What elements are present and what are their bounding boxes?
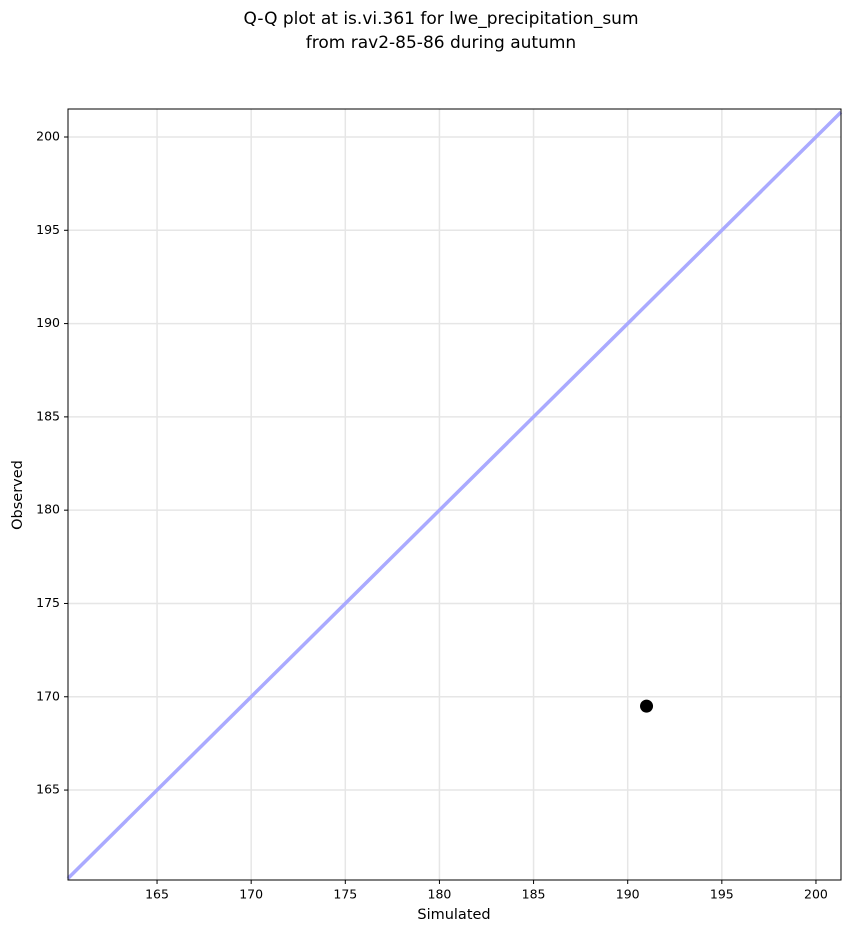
plot-frame	[67, 108, 842, 881]
x-tick-label: 180	[428, 887, 452, 902]
y-tick-label: 195	[36, 222, 60, 237]
identity-line	[66, 110, 843, 880]
y-tick-label: 185	[36, 408, 60, 423]
y-tick-label: 180	[36, 502, 60, 517]
y-tick-label: 170	[36, 688, 60, 703]
y-tick-label: 190	[36, 315, 60, 330]
y-tick-label: 165	[36, 782, 60, 797]
x-tick-label: 195	[710, 887, 734, 902]
y-tick-label: 200	[36, 128, 60, 143]
x-tick-label: 165	[145, 887, 169, 902]
x-tick-label: 200	[804, 887, 828, 902]
x-tick-label: 190	[616, 887, 640, 902]
x-tick-label: 170	[239, 887, 263, 902]
y-axis-label: Observed	[10, 460, 26, 530]
chart-title: from rav2-85-86 during autumn	[306, 33, 576, 53]
y-tick-label: 175	[36, 595, 60, 610]
chart-title: Q-Q plot at is.vi.361 for lwe_precipitat…	[243, 9, 638, 29]
x-axis-label: Simulated	[417, 907, 490, 923]
point	[640, 699, 654, 713]
x-tick-label: 175	[333, 887, 357, 902]
x-tick-label: 185	[522, 887, 546, 902]
